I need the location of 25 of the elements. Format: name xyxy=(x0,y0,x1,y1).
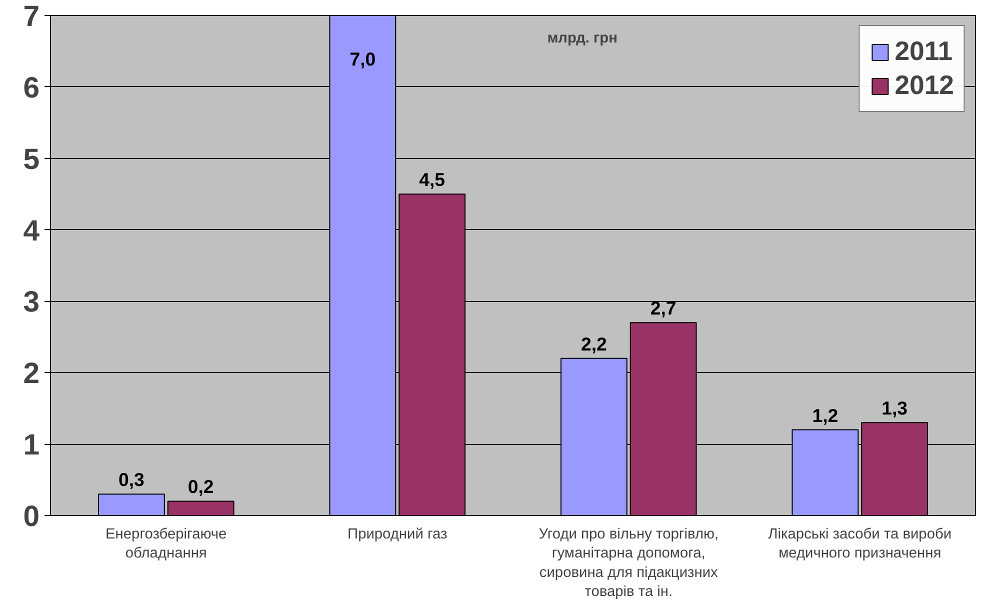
legend-label: 2012 xyxy=(894,70,954,101)
annotation: млрд. грн xyxy=(547,30,618,46)
data-label: 0,2 xyxy=(188,476,214,498)
y-tick-label: 0 xyxy=(23,500,40,533)
data-label: 4,5 xyxy=(419,169,446,190)
x-tick-label: Лікарські засоби та вироби медичного призначення xyxy=(768,526,952,562)
data-label: 0,3 xyxy=(118,469,144,490)
y-tick-label: 5 xyxy=(23,142,40,176)
y-tick-label: 6 xyxy=(23,71,40,104)
data-label: 1,2 xyxy=(812,404,838,426)
data-label: 2,2 xyxy=(580,333,607,354)
y-tick-label: 3 xyxy=(23,286,40,319)
y-tick-label: 7 xyxy=(23,0,40,33)
bar xyxy=(167,500,234,516)
y-tick-label: 2 xyxy=(23,357,40,390)
legend-label: 2011 xyxy=(894,36,953,67)
x-tick-label: Угоди про вільну торгівлю, гуманітарна допомога, сировина для підакцизних товарів та ін. xyxy=(538,526,719,600)
bar xyxy=(98,494,165,516)
data-label: 7,0 xyxy=(350,48,376,70)
data-label: 1,3 xyxy=(882,398,908,419)
y-tick-label: 4 xyxy=(23,214,40,248)
data-label: 2,7 xyxy=(650,298,676,319)
x-tick-label: Енергозберігаюче обладнання xyxy=(106,526,227,562)
x-tick-label: Природний газ xyxy=(348,526,448,542)
y-tick-label: 1 xyxy=(23,428,40,462)
